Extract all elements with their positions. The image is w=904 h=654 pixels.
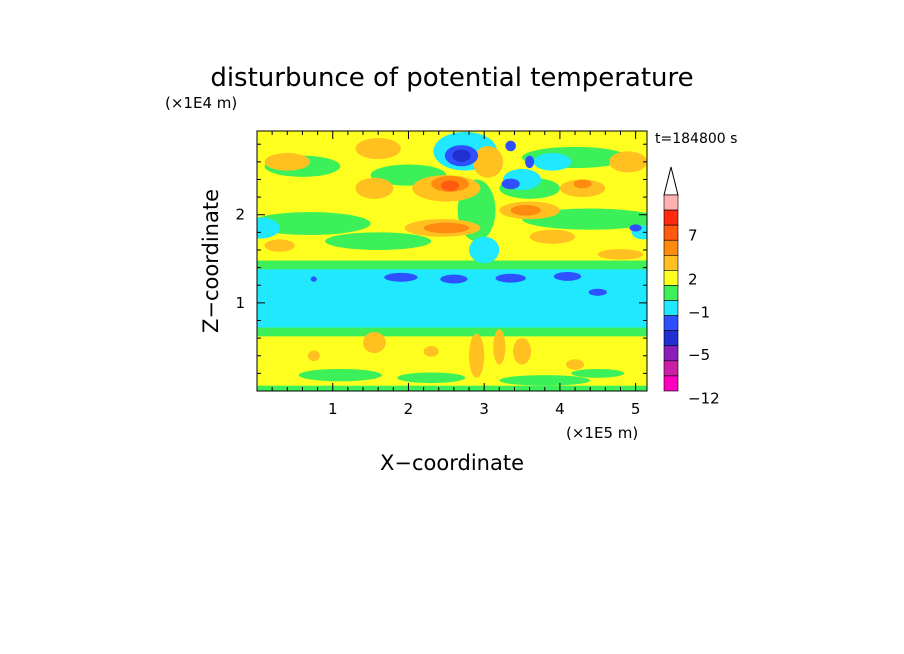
orange-yellow-blob [469, 333, 485, 378]
x-scale-label: (×1E5 m) [566, 424, 638, 442]
blue-blob [501, 178, 520, 190]
colorbar-label: 7 [688, 227, 698, 245]
colorbar-label: −5 [688, 346, 710, 364]
blue-blob [629, 224, 642, 232]
colorbar-label: −12 [688, 390, 720, 408]
blue-blob [384, 272, 418, 282]
colorbar-swatch [663, 360, 679, 377]
orange-blob [510, 205, 541, 216]
blue-blob [495, 273, 526, 283]
orange-blob [423, 222, 470, 234]
y-axis-label: Z−coordinate [199, 189, 223, 333]
orange-yellow-blob [609, 151, 647, 173]
green-blob [325, 232, 432, 250]
deep-blue-blob [452, 149, 471, 162]
colorbar-swatch [663, 315, 679, 331]
chart-title: disturbunce of potential temperature [210, 63, 693, 93]
cyan-blob [533, 153, 572, 171]
green-blob [397, 372, 466, 384]
orange-yellow-blob [264, 239, 295, 252]
colorbar-label: 2 [688, 270, 698, 288]
colorbar-swatch [663, 224, 679, 241]
orange-yellow-blob [559, 179, 606, 198]
orange-yellow-blob [493, 329, 506, 365]
orange-yellow-blob [472, 145, 504, 178]
x-tick-label: 2 [404, 400, 414, 418]
orange-yellow-blob [264, 153, 311, 171]
cyan-blob [469, 236, 500, 264]
colorbar-extend-arrow [663, 166, 679, 196]
x-tick-label: 3 [479, 400, 489, 418]
colorbar-swatch [663, 255, 679, 271]
colorbar-swatch [663, 194, 679, 211]
blue-blob [525, 155, 535, 169]
orange-yellow-blob [423, 346, 439, 357]
y-tick-label: 1 [235, 294, 245, 312]
green-blob [298, 368, 382, 382]
colorbar-swatch [663, 239, 679, 256]
orange-yellow-blob [529, 229, 576, 244]
colorbar-swatch [663, 345, 679, 362]
orange-yellow-blob [355, 177, 394, 199]
blue-blob [588, 288, 607, 296]
x-axis-label: X−coordinate [380, 451, 524, 475]
x-tick-label: 1 [328, 400, 338, 418]
y-tick-label: 2 [235, 206, 245, 224]
orange-yellow-blob [355, 138, 401, 160]
orange-yellow-blob [363, 331, 386, 354]
colorbar-swatch [663, 300, 679, 316]
green-blob [499, 375, 591, 386]
colorbar-swatch [663, 285, 679, 301]
orange-yellow-blob [597, 249, 644, 260]
axis-ticks: 1 2 3 4 5 1 2 [235, 131, 647, 418]
red-orange-blob [441, 180, 460, 191]
green-blob [257, 212, 371, 235]
colorbar: 7 2 −1 −5 −12 [663, 166, 720, 408]
colorbar-swatch [663, 330, 679, 347]
cyan-blob [257, 217, 280, 239]
colorbar-label: −1 [688, 304, 710, 322]
blue-blob [505, 140, 516, 152]
time-label: t=184800 s [655, 131, 737, 147]
green-blob [571, 368, 625, 378]
orange-yellow-blob [512, 338, 532, 365]
green-band-bottom [257, 385, 647, 391]
colorbar-swatch [663, 270, 679, 286]
orange-yellow-blob [565, 359, 585, 370]
plot-frame [256, 130, 648, 392]
blue-blob [310, 276, 317, 282]
colorbar-swatch [663, 209, 679, 226]
blue-blob [440, 274, 468, 284]
blue-blob [553, 272, 582, 281]
orange-blob [573, 179, 592, 189]
x-tick-label: 4 [555, 400, 565, 418]
y-scale-label: (×1E4 m) [165, 94, 237, 112]
colorbar-swatch [663, 375, 679, 392]
x-tick-label: 5 [631, 400, 641, 418]
orange-yellow-blob [307, 350, 320, 362]
contour-field [257, 131, 647, 391]
